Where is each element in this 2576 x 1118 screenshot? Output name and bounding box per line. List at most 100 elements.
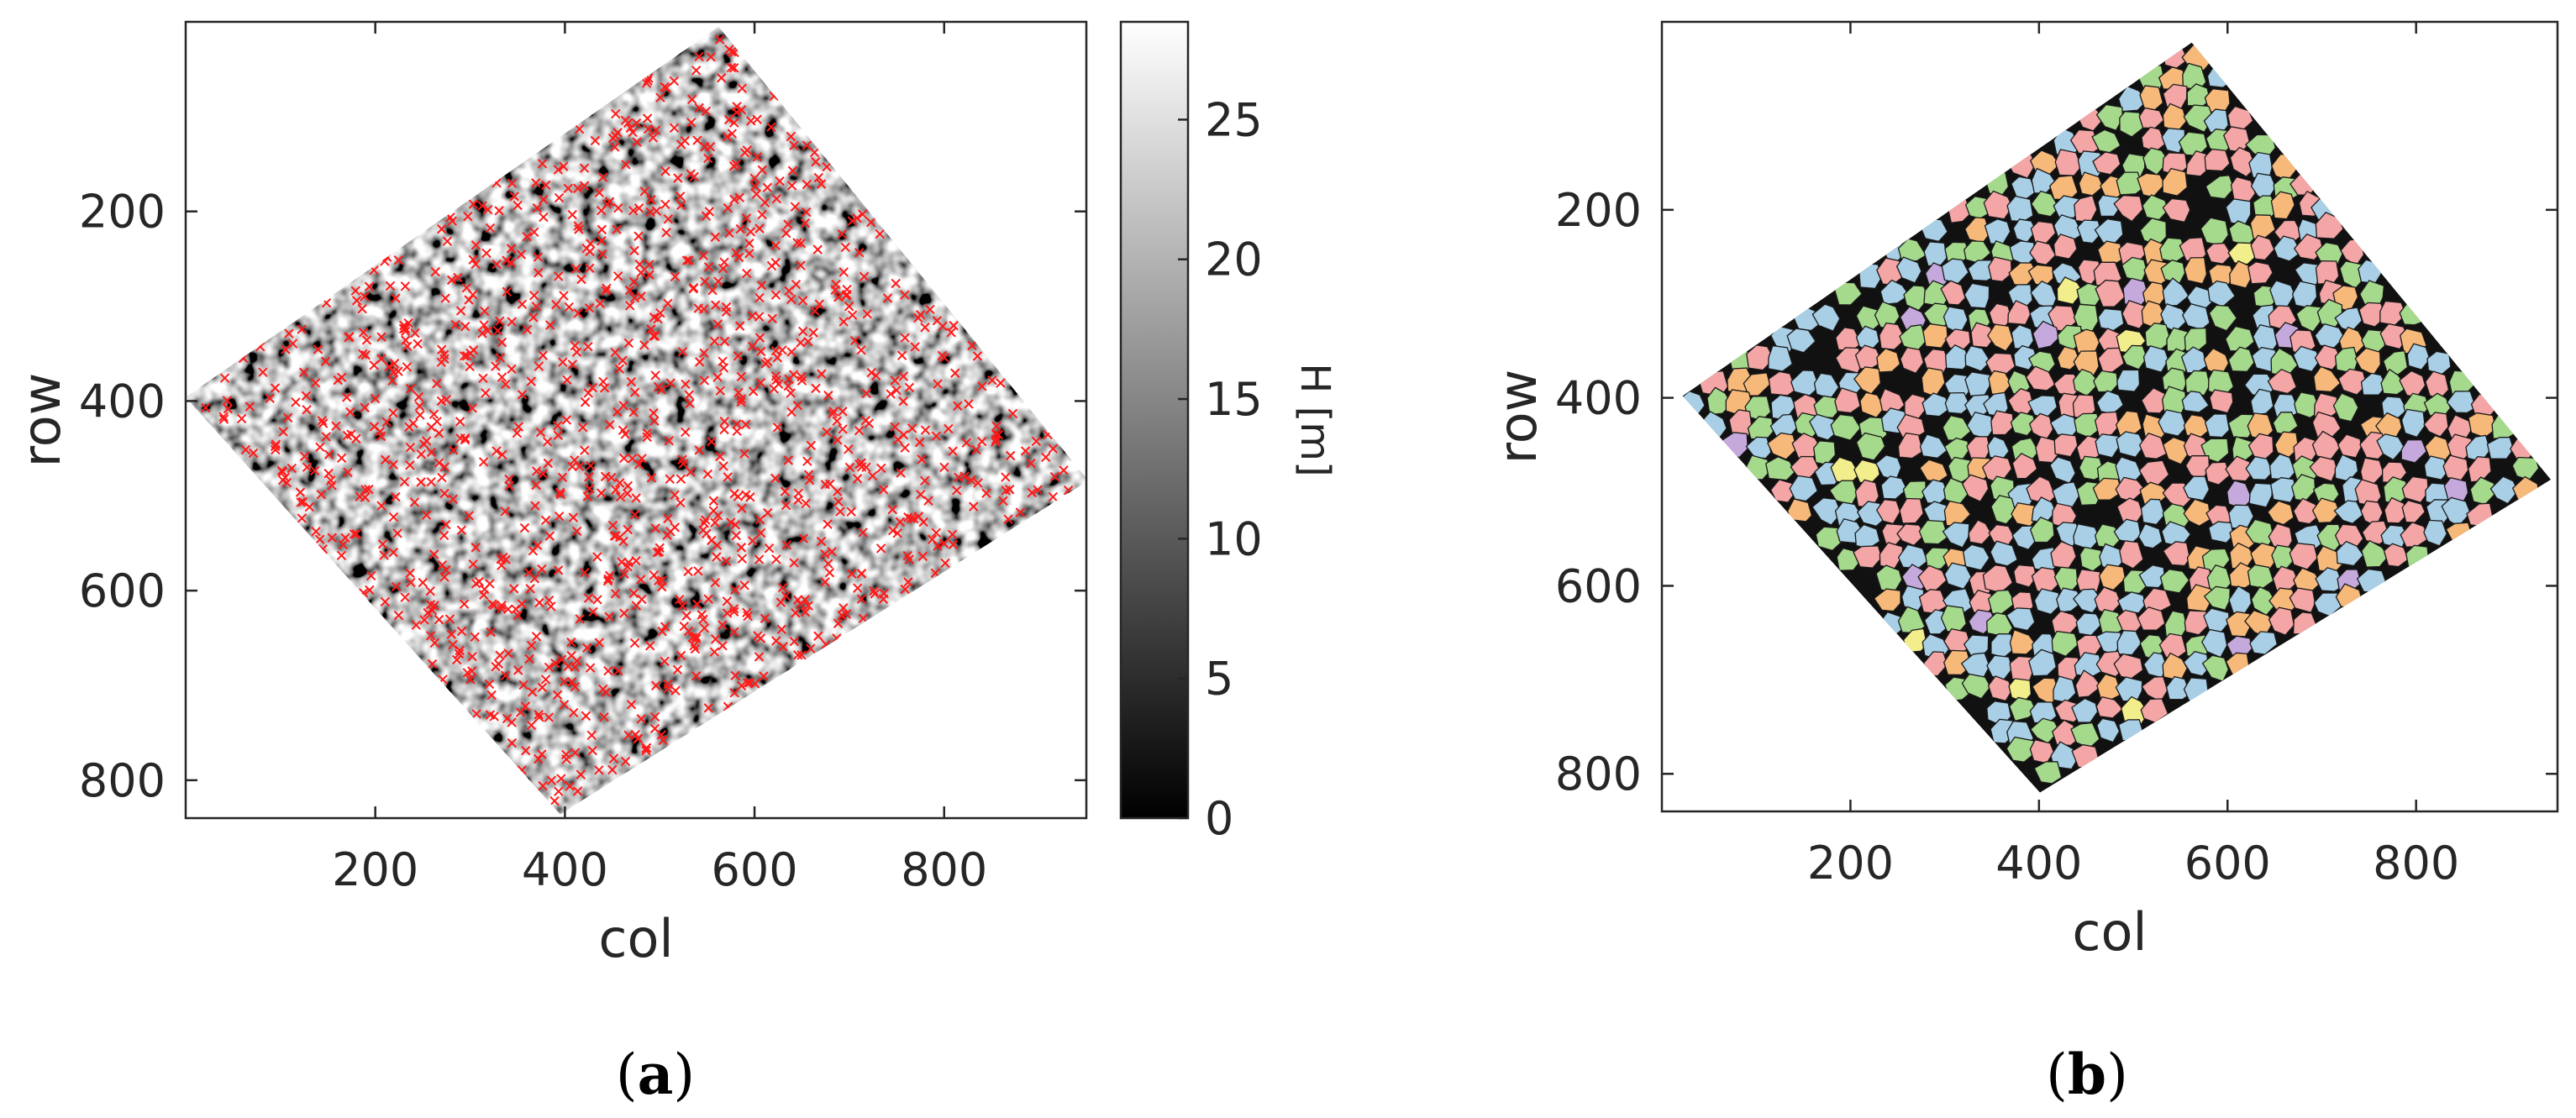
treetop-marker [663, 214, 674, 224]
treetop-marker [316, 489, 327, 500]
treetop-marker [534, 268, 544, 278]
treetop-marker [360, 492, 371, 502]
treetop-marker [295, 487, 306, 497]
treetop-marker [854, 248, 865, 258]
treetop-marker [528, 312, 539, 323]
treetop-marker [625, 301, 635, 311]
treetop-marker [482, 326, 493, 336]
treetop-marker [786, 181, 797, 191]
treetop-marker [597, 249, 607, 260]
treetop-marker [770, 290, 781, 300]
treetop-marker [492, 446, 502, 456]
treetop-marker [703, 153, 713, 164]
treetop-marker [632, 137, 642, 147]
treetop-marker [757, 165, 767, 176]
treetop-marker [522, 324, 533, 335]
treetop-marker [392, 528, 402, 538]
crown-segment [1987, 675, 2013, 702]
treetop-marker [379, 550, 389, 560]
treetop-marker [856, 569, 867, 579]
treetop-marker [692, 599, 702, 609]
treetop-marker [729, 47, 739, 58]
treetop-marker [870, 589, 881, 599]
treetop-marker [710, 517, 720, 528]
treetop-marker [917, 454, 927, 465]
treetop-marker [1048, 491, 1059, 502]
treetop-marker [629, 245, 639, 256]
treetop-marker [623, 524, 633, 535]
treetop-marker [971, 444, 981, 455]
treetop-marker [701, 515, 711, 525]
treetop-marker [506, 244, 517, 254]
crown-segment [2055, 587, 2084, 613]
treetop-marker [425, 631, 436, 641]
treetop-marker [875, 228, 885, 239]
treetop-marker [938, 538, 949, 549]
treetop-marker [649, 723, 660, 734]
treetop-marker [434, 428, 444, 438]
treetop-marker [573, 308, 583, 318]
treetop-marker [781, 228, 791, 239]
treetop-marker [731, 530, 741, 541]
treetop-marker [381, 417, 392, 428]
treetop-marker [987, 375, 997, 386]
treetop-marker [770, 240, 781, 251]
crown-segment [2229, 146, 2257, 178]
treetop-marker [733, 491, 744, 501]
treetop-marker [783, 455, 794, 465]
treetop-marker [358, 349, 368, 360]
treetop-marker [611, 531, 621, 541]
treetop-marker [503, 604, 513, 614]
treetop-marker [549, 795, 560, 806]
treetop-marker [681, 611, 691, 621]
treetop-marker [831, 279, 841, 290]
treetop-marker [953, 401, 963, 412]
treetop-marker [754, 515, 765, 525]
crown-segment [1899, 497, 1924, 524]
treetop-marker [769, 384, 779, 394]
treetop-marker [304, 501, 315, 512]
treetop-marker [460, 321, 471, 332]
treetop-marker [710, 634, 721, 644]
treetop-marker [533, 252, 544, 262]
treetop-marker [534, 753, 544, 764]
treetop-marker [544, 596, 555, 606]
treetop-marker [471, 709, 481, 719]
crown-segment [1746, 344, 1774, 371]
treetop-marker [966, 475, 976, 486]
treetop-marker [649, 408, 659, 418]
treetop-marker [736, 394, 746, 404]
treetop-marker [690, 643, 701, 654]
treetop-marker [388, 367, 399, 377]
treetop-marker [489, 711, 499, 722]
treetop-marker [610, 589, 621, 599]
treetop-marker [964, 399, 974, 409]
treetop-marker [416, 477, 426, 487]
treetop-marker [595, 298, 605, 309]
crown-segment [2226, 611, 2253, 638]
crown-segment [1880, 475, 1908, 500]
treetop-marker [439, 349, 449, 360]
treetop-marker [907, 423, 917, 433]
treetop-marker [605, 420, 615, 430]
treetop-marker [677, 347, 688, 357]
treetop-marker [751, 189, 762, 199]
treetop-marker [797, 296, 808, 306]
treetop-marker [584, 472, 594, 482]
treetop-marker [582, 491, 593, 501]
treetop-marker [878, 485, 889, 495]
crown-segment [1942, 522, 1970, 549]
treetop-marker [604, 197, 615, 207]
treetop-marker [432, 417, 442, 427]
treetop-marker [365, 570, 376, 581]
treetop-marker [781, 540, 792, 550]
treetop-marker [265, 393, 275, 403]
treetop-marker [755, 346, 766, 357]
treetop-marker [619, 608, 629, 618]
treetop-marker [736, 680, 747, 691]
treetop-marker [574, 123, 585, 134]
treetop-marker [456, 626, 467, 637]
treetop-marker [780, 486, 791, 496]
crown-segment [2116, 171, 2144, 196]
treetop-marker [529, 291, 539, 301]
